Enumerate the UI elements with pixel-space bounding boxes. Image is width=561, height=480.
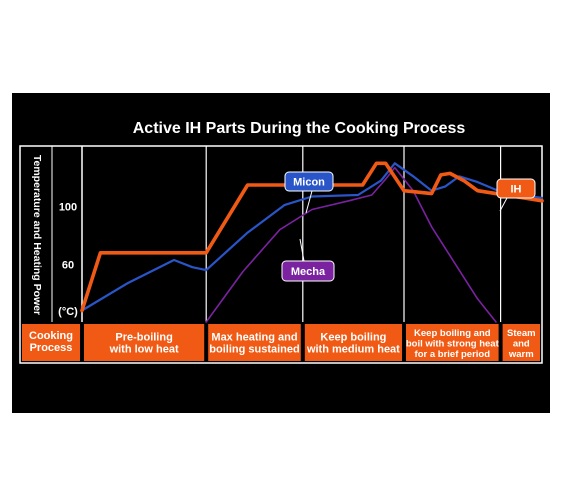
frame-border xyxy=(19,145,543,364)
tag-leader-line xyxy=(499,197,508,212)
y-tick-label: 100 xyxy=(59,202,77,214)
process-row-label: Cooking xyxy=(29,330,73,342)
tag-box-micon xyxy=(284,171,334,192)
tag-box-ih xyxy=(496,178,536,199)
stage-label: Steam xyxy=(507,328,536,339)
y-axis-unit: (°C) xyxy=(58,306,78,318)
stage-cell xyxy=(208,324,301,361)
series-tags: Micon Mecha IH xyxy=(281,171,536,282)
stage-label: boil with strong heat xyxy=(406,339,500,350)
chart-panel: Active IH Parts During the Cooking Proce… xyxy=(12,93,550,413)
stage-label: boiling sustained xyxy=(209,344,299,356)
cooking-process-chart: Active IH Parts During the Cooking Proce… xyxy=(19,120,544,364)
y-tick-labels: 100 60 xyxy=(59,202,77,272)
stage-cell xyxy=(84,324,205,361)
stage-cell xyxy=(406,324,499,361)
process-row-label-cell xyxy=(22,324,80,361)
series-line-ih xyxy=(80,161,544,313)
stage-label: and xyxy=(513,339,530,350)
y-tick-label: 60 xyxy=(62,259,74,271)
series-line-mecha xyxy=(205,166,497,323)
chart-title: Active IH Parts During the Cooking Proce… xyxy=(133,120,466,137)
y-axis-label: Temperature and Heating Power xyxy=(31,155,43,315)
tag-box-mecha xyxy=(281,260,335,282)
stage-label: Max heating and xyxy=(211,332,297,344)
tag-label-ih: IH xyxy=(511,184,522,196)
stage-cell xyxy=(502,324,540,361)
tag-label-micon: Micon xyxy=(293,177,325,189)
stage-label: Keep boiling and xyxy=(414,328,491,339)
stage-cell xyxy=(304,324,402,361)
stage-label: for a brief period xyxy=(415,349,491,360)
series-lines xyxy=(80,161,544,323)
stage-label: with low heat xyxy=(109,344,179,356)
stage-label: Keep boiling xyxy=(320,332,386,344)
process-row-label: Process xyxy=(30,342,73,354)
series-line-micon xyxy=(80,162,544,312)
tag-label-mecha: Mecha xyxy=(291,266,326,278)
stage-label: warm xyxy=(508,349,534,360)
tag-leader-line xyxy=(299,238,305,262)
stage-label: Pre-boiling xyxy=(115,332,172,344)
stage-label: with medium heat xyxy=(306,344,400,356)
tag-leader-line xyxy=(305,190,313,214)
